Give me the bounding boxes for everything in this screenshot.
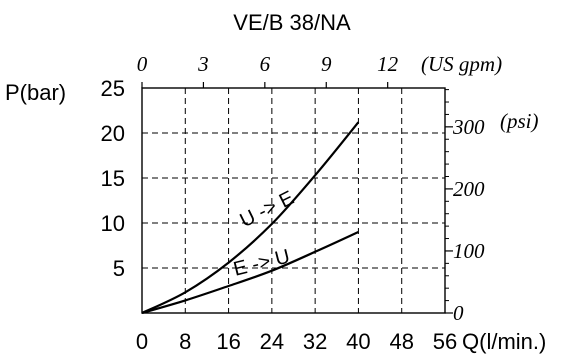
x-tick-label: 16	[216, 329, 240, 354]
top-tick-label: 9	[321, 52, 332, 76]
x-tick-label: 56	[433, 329, 457, 354]
x-tick-label: 32	[303, 329, 327, 354]
x-axis-label: Q(l/min.)	[462, 329, 546, 354]
right-axis-label: (psi)	[500, 109, 539, 133]
y-tick-label: 5	[113, 256, 125, 281]
top-tick-label: 0	[137, 52, 148, 76]
plot-frame	[141, 87, 446, 314]
series-label: U -> E	[236, 187, 297, 232]
curve-e-to-u	[141, 231, 359, 315]
top-tick-label: 12	[377, 52, 399, 76]
curve-u-to-e	[141, 121, 360, 314]
y-tick-label: 15	[101, 166, 125, 191]
x-tick-label: 40	[346, 329, 370, 354]
curves: U -> EE -> U	[141, 121, 360, 315]
x-tick-label: 8	[179, 329, 191, 354]
y-tick-label: 25	[101, 76, 125, 101]
tick-labels: 0 8 16 24 32 40 48 56 5 10 15 20 25 0 3 6 9 12 0 100 200 300	[101, 52, 485, 354]
top-axis-label: (US gpm)	[421, 52, 502, 76]
x-tick-label: 24	[260, 329, 284, 354]
top-tick-label: 6	[260, 52, 271, 76]
x-tick-label: 0	[136, 329, 148, 354]
y-tick-label: 20	[101, 121, 125, 146]
axis-ticks	[141, 82, 453, 314]
chart-title: VE/B 38/NA	[233, 10, 351, 35]
right-tick-label: 0	[453, 301, 464, 325]
y-tick-label: 10	[101, 211, 125, 236]
right-tick-label: 200	[453, 177, 485, 201]
right-tick-label: 100	[453, 239, 485, 263]
x-tick-label: 48	[389, 329, 413, 354]
grid-lines	[142, 88, 445, 313]
y-axis-label: P(bar)	[5, 80, 66, 105]
top-tick-label: 3	[197, 52, 209, 76]
right-tick-label: 300	[452, 115, 485, 139]
